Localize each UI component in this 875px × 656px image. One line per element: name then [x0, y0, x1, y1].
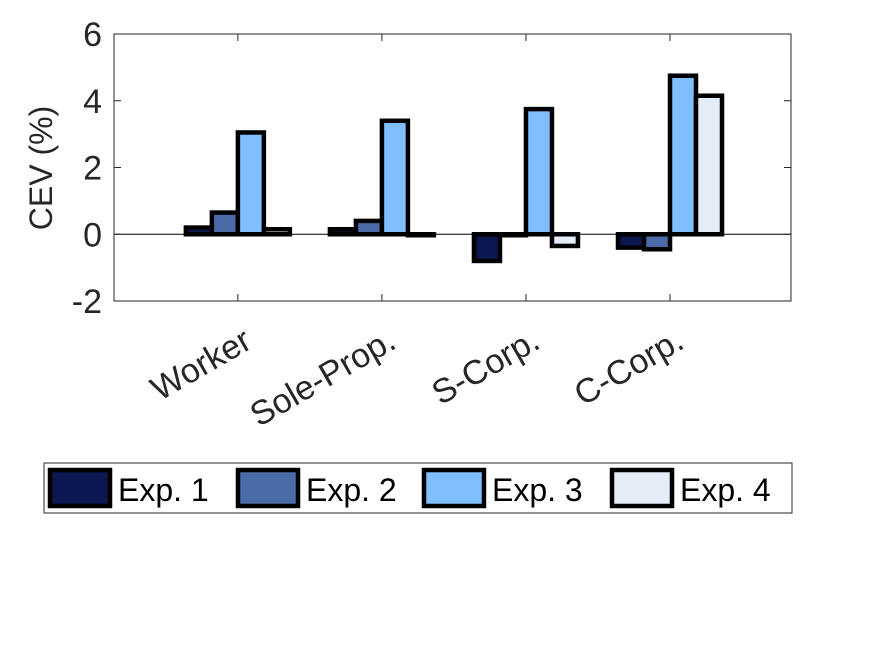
bar-2-2: [353, 218, 385, 237]
bar-3-4: [667, 73, 699, 237]
y-axis-ticks: -2 0 2 4 6: [72, 16, 791, 321]
bar-4-3: [549, 232, 581, 249]
legend-swatch-1: [47, 467, 113, 509]
y-tick-label: 2: [83, 150, 102, 188]
legend-label-3: Exp. 3: [492, 472, 583, 508]
bar-2-3: [497, 232, 529, 238]
legend-label-4: Exp. 4: [680, 472, 771, 508]
bar-3-2: [379, 118, 411, 237]
legend-swatch-2: [235, 467, 301, 509]
legend-swatch-3: [421, 467, 487, 509]
y-tick-label: 6: [83, 16, 102, 54]
legend-label-1: Exp. 1: [118, 472, 209, 508]
y-tick-label: 4: [83, 83, 102, 121]
bar-1-3: [471, 232, 503, 264]
bar-1-4: [615, 232, 647, 250]
bar-4-4: [693, 93, 725, 237]
legend-label-2: Exp. 2: [306, 472, 397, 508]
bar-2-1: [209, 210, 241, 237]
bar-1-2: [327, 226, 359, 237]
y-tick-label: -2: [72, 283, 102, 321]
bar-1-1: [183, 225, 215, 237]
bar-3-3: [523, 106, 555, 237]
bar-4-1: [261, 226, 293, 237]
legend: Exp. 1 Exp. 2 Exp. 3 Exp. 4: [43, 462, 793, 514]
bar-4-2: [405, 232, 437, 238]
legend-swatch-4: [609, 467, 675, 509]
bar-2-4: [641, 232, 673, 252]
y-axis-title: CEV (%): [23, 106, 59, 230]
y-tick-label: 0: [83, 216, 102, 254]
bars: [183, 73, 725, 264]
bar-3-1: [235, 130, 267, 237]
